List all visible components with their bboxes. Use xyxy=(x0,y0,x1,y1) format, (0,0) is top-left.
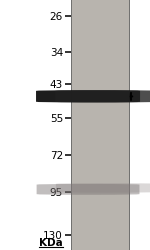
Text: 34: 34 xyxy=(50,48,63,58)
Text: 26: 26 xyxy=(50,12,63,22)
Text: KDa: KDa xyxy=(39,237,63,247)
Text: 43: 43 xyxy=(50,80,63,90)
Text: 130: 130 xyxy=(43,230,63,240)
Text: 55: 55 xyxy=(50,114,63,123)
FancyBboxPatch shape xyxy=(55,91,150,103)
FancyBboxPatch shape xyxy=(36,91,140,103)
FancyBboxPatch shape xyxy=(56,184,150,193)
Text: 95: 95 xyxy=(50,188,63,198)
Text: 72: 72 xyxy=(50,150,63,160)
FancyBboxPatch shape xyxy=(37,184,140,195)
Bar xyxy=(70,0,129,250)
